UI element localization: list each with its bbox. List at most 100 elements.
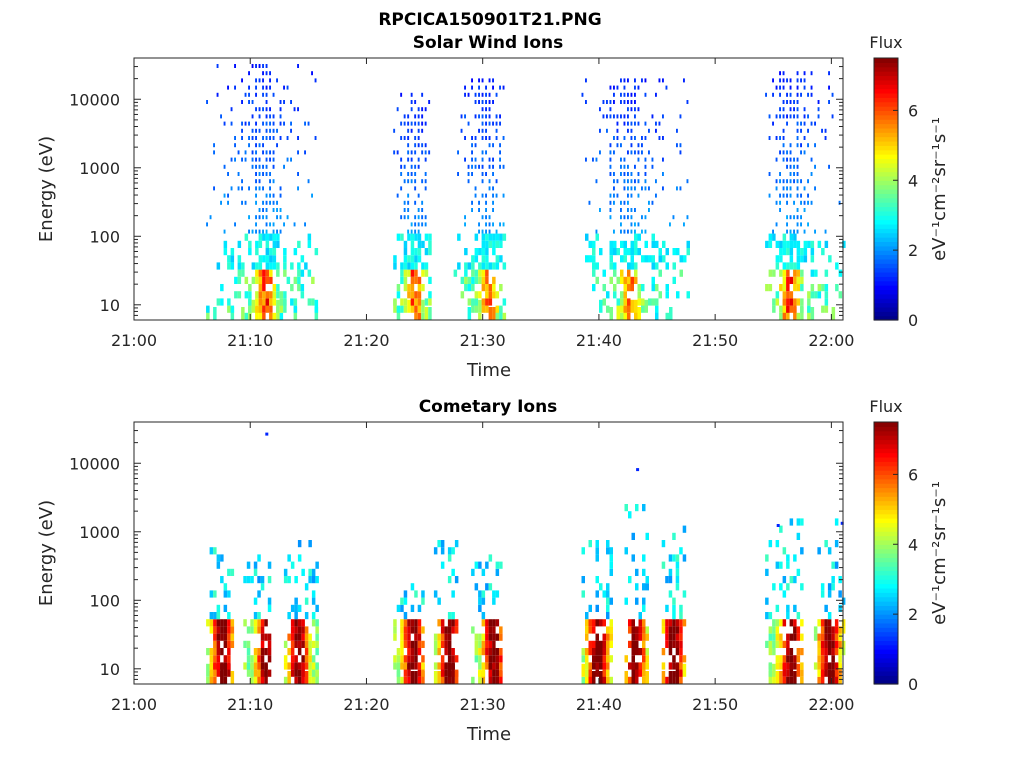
flux-cell bbox=[585, 662, 589, 670]
flux-cell bbox=[478, 604, 482, 612]
flux-cell bbox=[606, 612, 610, 620]
flux-cell bbox=[814, 143, 816, 148]
flux-cell bbox=[451, 671, 455, 684]
flux-cell bbox=[800, 222, 802, 227]
flux-cell bbox=[810, 307, 815, 320]
flux-cell bbox=[414, 269, 418, 277]
flux-cell bbox=[779, 71, 781, 76]
flux-cell bbox=[609, 193, 612, 198]
flux-cell bbox=[315, 648, 319, 656]
flux-cell bbox=[234, 85, 236, 90]
panel-title: Cometary Ions bbox=[419, 397, 558, 417]
flux-cell bbox=[495, 676, 500, 684]
flux-cell bbox=[492, 307, 496, 320]
colorbar-segment bbox=[874, 579, 898, 585]
flux-cell bbox=[779, 284, 783, 292]
flux-cell bbox=[592, 671, 596, 684]
flux-cell bbox=[775, 298, 780, 306]
flux-cell bbox=[220, 626, 224, 634]
flux-cell bbox=[258, 172, 261, 176]
flux-cell bbox=[485, 255, 489, 263]
flux-cell bbox=[779, 240, 783, 248]
flux-cell bbox=[651, 240, 655, 248]
flux-cell bbox=[624, 671, 628, 684]
flux-cell bbox=[668, 648, 673, 656]
flux-cell bbox=[661, 662, 666, 670]
flux-cell bbox=[488, 164, 491, 169]
flux-cell bbox=[668, 626, 673, 634]
flux-cell bbox=[834, 671, 839, 684]
flux-cell bbox=[464, 269, 468, 277]
flux-cell bbox=[403, 590, 408, 598]
flux-cell bbox=[417, 291, 422, 299]
flux-cell bbox=[478, 114, 480, 119]
flux-cell bbox=[820, 662, 825, 670]
flux-cell bbox=[297, 186, 299, 191]
flux-cell bbox=[421, 200, 424, 205]
flux-cell bbox=[627, 164, 629, 169]
colorbar-segment bbox=[874, 119, 898, 125]
flux-cell bbox=[414, 229, 417, 234]
flux-cell bbox=[471, 284, 475, 292]
flux-cell bbox=[454, 540, 459, 548]
flux-cell bbox=[765, 640, 769, 648]
flux-cell bbox=[255, 121, 257, 126]
flux-cell bbox=[248, 136, 250, 140]
flux-cell bbox=[782, 240, 787, 248]
flux-cell bbox=[624, 655, 628, 663]
flux-cell bbox=[301, 633, 305, 641]
flux-cell bbox=[478, 648, 482, 656]
flux-cell bbox=[410, 150, 413, 155]
flux-cell bbox=[307, 233, 312, 241]
flux-cell bbox=[803, 78, 806, 83]
flux-cell bbox=[481, 568, 486, 576]
flux-cell bbox=[803, 229, 806, 234]
flux-cell bbox=[311, 655, 316, 663]
flux-cell bbox=[251, 164, 254, 169]
colorbar-segment bbox=[874, 258, 898, 264]
flux-cell bbox=[417, 164, 420, 169]
flux-cell bbox=[800, 269, 804, 277]
flux-cell bbox=[410, 619, 415, 627]
flux-cell bbox=[485, 193, 487, 198]
flux-cell bbox=[672, 619, 676, 627]
flux-cell bbox=[827, 662, 832, 670]
flux-cell bbox=[488, 136, 491, 140]
colorbar-segment bbox=[874, 145, 898, 151]
flux-cell bbox=[283, 291, 287, 299]
flux-cell bbox=[620, 114, 622, 119]
flux-cell bbox=[679, 648, 683, 656]
flux-cell bbox=[796, 663, 801, 677]
flux-cell bbox=[592, 262, 596, 270]
flux-cell bbox=[209, 590, 214, 598]
flux-cell bbox=[227, 255, 231, 263]
flux-cell bbox=[227, 648, 231, 656]
flux-cell bbox=[638, 663, 642, 677]
colorbar-segment bbox=[874, 167, 898, 173]
flux-cell bbox=[248, 100, 250, 104]
flux-cell bbox=[613, 229, 615, 234]
colorbar-segment bbox=[874, 202, 898, 208]
flux-cell bbox=[478, 262, 482, 270]
flux-cell bbox=[635, 633, 639, 641]
flux-cell bbox=[807, 200, 809, 205]
flux-cell bbox=[246, 662, 251, 670]
flux-cell bbox=[485, 619, 489, 627]
flux-cell bbox=[803, 248, 808, 256]
flux-cell bbox=[628, 662, 632, 670]
flux-cell bbox=[644, 172, 647, 176]
flux-cell bbox=[492, 240, 496, 248]
colorbar-segment bbox=[874, 110, 898, 116]
flux-cell bbox=[641, 299, 645, 313]
flux-cell bbox=[283, 568, 288, 576]
flux-cell bbox=[796, 312, 801, 320]
flux-cell bbox=[297, 554, 302, 562]
flux-cell bbox=[248, 248, 252, 256]
flux-cell bbox=[213, 655, 217, 663]
colorbar-segment bbox=[874, 627, 898, 633]
flux-cell bbox=[786, 100, 788, 104]
flux-cell bbox=[220, 662, 224, 670]
flux-cell bbox=[410, 640, 415, 648]
flux-cell bbox=[304, 262, 308, 270]
flux-cell bbox=[658, 269, 662, 277]
